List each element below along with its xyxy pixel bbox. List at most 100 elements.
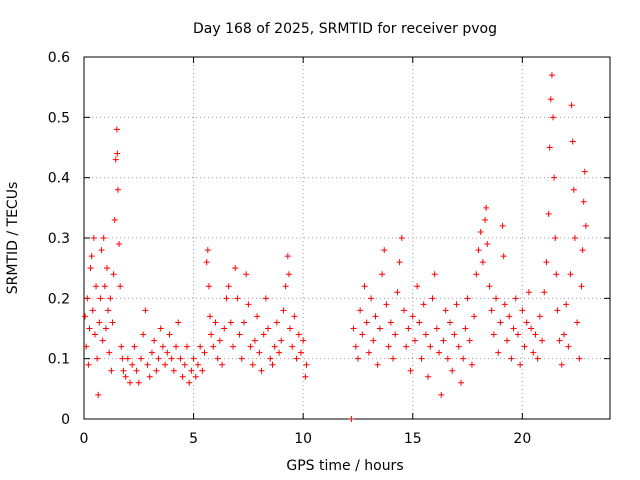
- data-point: [251, 337, 258, 344]
- data-point: [297, 349, 304, 356]
- data-point: [124, 355, 131, 362]
- data-point: [131, 343, 138, 350]
- data-point: [503, 337, 510, 344]
- data-point: [164, 349, 171, 356]
- data-point: [374, 361, 381, 368]
- data-point: [91, 331, 98, 338]
- data-point: [579, 247, 586, 254]
- data-point: [118, 343, 125, 350]
- data-point: [422, 331, 429, 338]
- data-point: [500, 253, 507, 260]
- data-point: [451, 331, 458, 338]
- data-point: [114, 150, 121, 157]
- data-point: [390, 355, 397, 362]
- data-point: [578, 283, 585, 290]
- data-point: [105, 307, 112, 314]
- data-point: [556, 337, 563, 344]
- data-point: [512, 295, 519, 302]
- data-point: [122, 373, 129, 380]
- data-point: [82, 313, 89, 320]
- data-point: [508, 355, 515, 362]
- data-point: [490, 331, 497, 338]
- data-point: [580, 198, 587, 205]
- data-point: [151, 337, 158, 344]
- data-point: [104, 265, 111, 272]
- data-point: [96, 319, 103, 326]
- data-point: [148, 349, 155, 356]
- data-point: [543, 259, 550, 266]
- data-point: [352, 343, 359, 350]
- data-point: [247, 343, 254, 350]
- data-point: [289, 343, 296, 350]
- data-point: [302, 373, 309, 380]
- data-point: [260, 331, 267, 338]
- data-point: [570, 186, 577, 193]
- data-point: [392, 331, 399, 338]
- data-point: [162, 361, 169, 368]
- data-point: [534, 355, 541, 362]
- data-point: [409, 313, 416, 320]
- data-point: [471, 313, 478, 320]
- data-point: [291, 313, 298, 320]
- data-point: [99, 337, 106, 344]
- y-tick-label: 0.6: [48, 50, 70, 66]
- data-point: [497, 319, 504, 326]
- data-point: [514, 331, 521, 338]
- data-point: [102, 325, 109, 332]
- data-point: [501, 301, 508, 308]
- data-point: [175, 319, 182, 326]
- data-point: [484, 241, 491, 248]
- data-point: [357, 307, 364, 314]
- data-point: [547, 96, 554, 103]
- x-tick-label: 15: [404, 431, 422, 447]
- data-point: [396, 259, 403, 266]
- data-point: [427, 343, 434, 350]
- data-point: [87, 265, 94, 272]
- data-point: [523, 319, 530, 326]
- data-point: [477, 228, 484, 235]
- data-point: [552, 235, 559, 241]
- data-point: [560, 331, 567, 338]
- data-point: [440, 337, 447, 344]
- data-point: [530, 349, 537, 356]
- x-tick-label: 20: [513, 431, 531, 447]
- y-tick-label: 0: [61, 412, 70, 428]
- data-point: [140, 331, 147, 338]
- data-point: [553, 271, 560, 278]
- data-point: [83, 343, 90, 350]
- data-point: [184, 343, 191, 350]
- data-point: [219, 361, 226, 368]
- data-point: [295, 331, 302, 338]
- data-point: [234, 295, 241, 302]
- data-point: [88, 253, 95, 260]
- data-point: [303, 361, 310, 368]
- data-point: [170, 367, 177, 374]
- data-point: [548, 72, 555, 79]
- data-point: [84, 295, 91, 302]
- data-point: [94, 355, 101, 362]
- data-point: [567, 271, 574, 278]
- data-point: [569, 138, 576, 145]
- data-point: [363, 319, 370, 326]
- data-point: [365, 349, 372, 356]
- data-point: [89, 307, 96, 314]
- data-point: [276, 349, 283, 356]
- data-point: [144, 361, 151, 368]
- data-point: [479, 259, 486, 266]
- data-point: [271, 343, 278, 350]
- y-tick-label: 0.3: [48, 231, 70, 247]
- data-point: [190, 355, 197, 362]
- data-point: [571, 235, 578, 241]
- data-point: [262, 295, 269, 302]
- x-tick-label: 5: [189, 431, 198, 447]
- data-point: [230, 343, 237, 350]
- data-point: [420, 301, 427, 308]
- data-point: [361, 283, 368, 290]
- data-point: [269, 361, 276, 368]
- data-point: [267, 355, 274, 362]
- data-point: [536, 313, 543, 320]
- data-point: [576, 355, 583, 362]
- data-point: [545, 210, 552, 217]
- data-point: [475, 247, 482, 254]
